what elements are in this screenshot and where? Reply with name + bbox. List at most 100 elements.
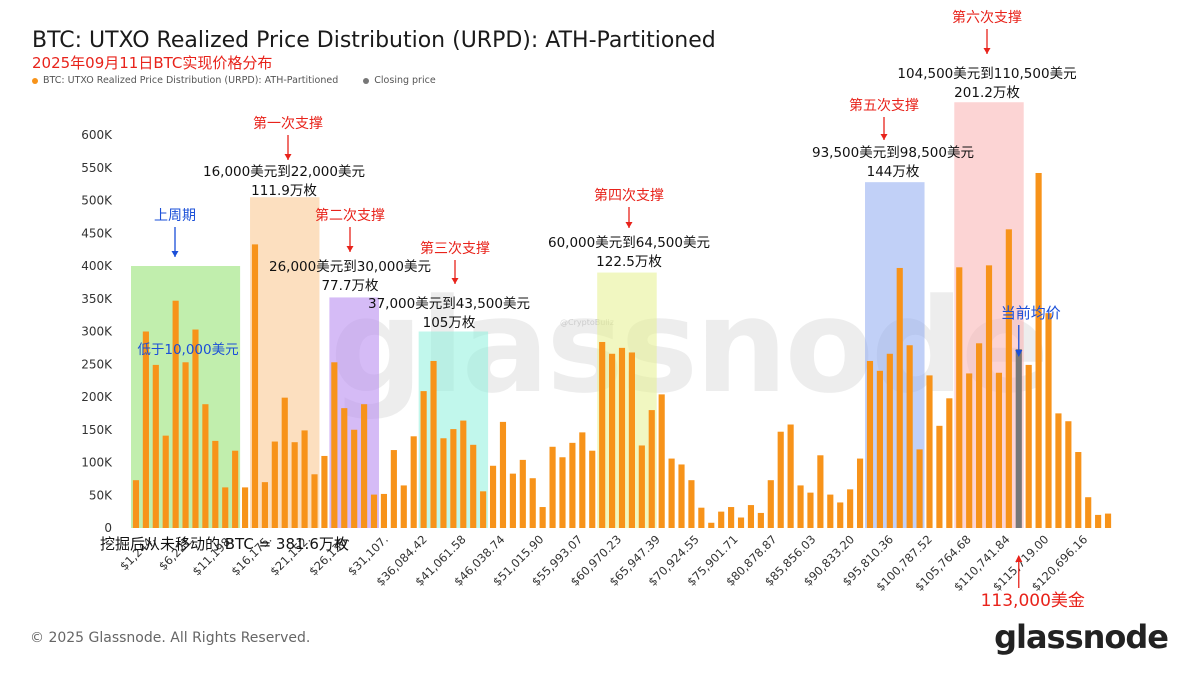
zone-title-6: 第五次支撑 — [849, 97, 919, 114]
urpd-bar — [599, 341, 606, 528]
zone-arrow-head-3 — [346, 246, 354, 252]
urpd-bar — [539, 507, 546, 528]
legend: BTC: UTXO Realized Price Distribution (U… — [32, 75, 458, 87]
y-tick-label: 300K — [81, 325, 113, 339]
urpd-bar — [331, 362, 338, 528]
y-tick-label: 200K — [81, 390, 113, 404]
closing-price-bar — [1015, 349, 1022, 528]
y-tick-label: 450K — [81, 226, 113, 240]
urpd-bar — [132, 480, 140, 528]
urpd-bar — [837, 502, 844, 528]
y-tick-label: 350K — [81, 292, 113, 306]
urpd-bar — [410, 436, 417, 528]
urpd-bar — [1025, 364, 1032, 528]
urpd-bar — [728, 507, 735, 528]
urpd-bar — [232, 450, 239, 528]
urpd-bar — [1005, 229, 1012, 528]
urpd-bar — [1045, 313, 1052, 528]
urpd-bar — [708, 522, 715, 528]
urpd-bar — [351, 429, 358, 528]
zone-arrow-head-5 — [625, 222, 633, 228]
y-tick-label: 600K — [81, 128, 113, 142]
urpd-bar — [936, 425, 943, 528]
unmoved-btc-annotation: 挖掘后从未移动的 BTC = 381.6万枚 — [100, 535, 349, 553]
urpd-bar — [966, 373, 973, 528]
urpd-bar — [807, 492, 814, 528]
zone-arrow-head-2 — [284, 154, 292, 160]
urpd-bar — [172, 300, 179, 528]
urpd-bar — [797, 485, 804, 528]
urpd-bar — [906, 345, 913, 528]
urpd-bar — [589, 450, 596, 528]
zone-label-7-1: 201.2万枚 — [954, 85, 1020, 101]
urpd-bar — [390, 450, 397, 528]
urpd-bar — [509, 473, 516, 528]
urpd-bar — [192, 329, 199, 528]
support-zone-6 — [865, 182, 925, 528]
urpd-bar — [480, 491, 487, 528]
urpd-bar — [827, 494, 834, 528]
urpd-bar — [519, 459, 526, 528]
current-price-label: 113,000美金 — [981, 591, 1085, 611]
urpd-bar — [976, 343, 983, 528]
current-avg-label: 当前均价 — [1001, 304, 1061, 322]
copyright-footer: © 2025 Glassnode. All Rights Reserved. — [30, 630, 311, 646]
urpd-bar — [271, 441, 278, 528]
urpd-bar — [142, 331, 149, 528]
urpd-bar — [747, 505, 755, 528]
legend-label-closing: Closing price — [374, 75, 436, 86]
legend-item-urpd[interactable]: BTC: UTXO Realized Price Distribution (U… — [32, 75, 338, 86]
urpd-bar — [361, 404, 368, 528]
urpd-bar — [787, 424, 794, 528]
urpd-bar — [281, 397, 288, 528]
y-tick-label: 0 — [104, 521, 112, 535]
zone-label-6-1: 144万枚 — [867, 164, 920, 180]
urpd-bar — [430, 360, 437, 528]
zone-title-4: 第三次支撑 — [420, 240, 490, 257]
urpd-bar — [1035, 172, 1042, 529]
urpd-bar — [559, 457, 566, 528]
watermark-small: @CryptoBullz — [560, 318, 614, 327]
urpd-bar — [668, 458, 675, 528]
urpd-bar — [440, 438, 447, 528]
urpd-bar — [579, 432, 586, 528]
urpd-bar — [737, 517, 745, 528]
urpd-bar — [152, 364, 159, 528]
zone-title-3: 第二次支撑 — [315, 207, 385, 224]
urpd-bar — [856, 458, 864, 528]
legend-swatch-closing — [363, 77, 370, 84]
urpd-bar — [450, 429, 457, 528]
zone-arrow-head-1 — [171, 251, 179, 257]
urpd-bar — [251, 244, 259, 528]
zone-label-2-1: 111.9万枚 — [251, 183, 317, 199]
urpd-bar — [1075, 452, 1082, 528]
urpd-bar — [529, 478, 536, 528]
urpd-bar — [162, 435, 169, 528]
current-avg-arrow-head — [1015, 350, 1023, 357]
urpd-bar — [926, 375, 933, 528]
urpd-bar — [321, 455, 328, 528]
zone-label-3-0: 26,000美元到30,000美元 — [269, 259, 431, 275]
urpd-bar — [618, 347, 626, 528]
urpd-bar — [261, 482, 268, 528]
urpd-bar — [698, 507, 705, 528]
y-tick-label: 250K — [81, 357, 113, 371]
urpd-bar — [370, 494, 378, 528]
y-tick-label: 50K — [89, 488, 113, 502]
zone-label-3-1: 77.7万枚 — [321, 278, 379, 294]
legend-item-closing[interactable]: Closing price — [363, 75, 436, 86]
urpd-bar — [380, 493, 388, 528]
urpd-bar — [569, 442, 576, 528]
y-tick-label: 550K — [81, 161, 113, 175]
zone-title-1: 上周期 — [154, 208, 196, 224]
zone-label-5-0: 60,000美元到64,500美元 — [548, 235, 710, 251]
zone-title-2: 第一次支撑 — [253, 115, 323, 132]
zone-label-4-1: 105万枚 — [423, 315, 476, 331]
urpd-bar — [777, 431, 784, 528]
urpd-bar — [866, 360, 874, 528]
zone-arrow-head-6 — [880, 134, 888, 140]
urpd-bar — [241, 487, 249, 528]
zone-arrow-head-4 — [451, 278, 459, 284]
urpd-bar — [648, 410, 655, 528]
